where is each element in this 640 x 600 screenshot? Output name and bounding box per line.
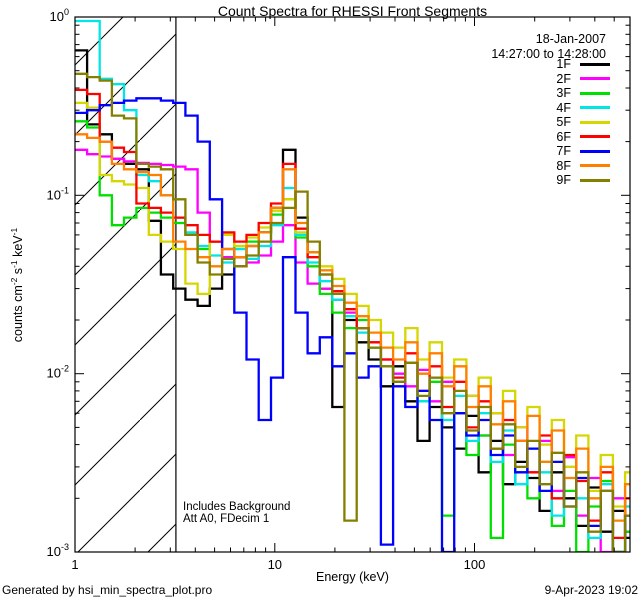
legend-entry-4F: 4F xyxy=(556,101,610,116)
legend: 1F 2F 3F 4F 5F 6F 7F 8F 9F xyxy=(556,57,610,188)
legend-color-line xyxy=(580,149,610,153)
legend-label: 4F xyxy=(556,100,571,115)
observation-header: 18-Jan-2007 14:27:00 to 14:28:00 xyxy=(491,32,606,61)
legend-entry-8F: 8F xyxy=(556,159,610,174)
footer-generator: Generated by hsi_min_spectra_plot.pro xyxy=(2,583,213,597)
observation-time-range: 14:27:00 to 14:28:00 xyxy=(491,46,606,61)
observation-date: 18-Jan-2007 xyxy=(535,32,606,46)
y-tick-label: 10-1 xyxy=(47,185,69,202)
x-axis-title: Energy (keV) xyxy=(316,570,389,584)
y-tick-label: 10-2 xyxy=(47,364,69,381)
legend-label: 3F xyxy=(556,86,571,101)
legend-entry-3F: 3F xyxy=(556,86,610,101)
legend-color-line xyxy=(580,120,610,124)
legend-color-line xyxy=(580,135,610,139)
annotation-attenuator: Att A0, FDecim 1 xyxy=(183,513,270,525)
legend-color-line xyxy=(580,77,610,81)
series-9F xyxy=(75,72,630,552)
legend-color-line xyxy=(580,106,610,110)
y-tick-label: 100 xyxy=(50,7,69,24)
x-tick-label: 10 xyxy=(268,557,282,572)
legend-entry-5F: 5F xyxy=(556,115,610,130)
y-tick-label: 10-3 xyxy=(47,542,69,559)
y-axis-title: counts cm-2 s-1 keV-1 xyxy=(8,227,26,343)
footer-timestamp: 9-Apr-2023 19:02 xyxy=(544,583,638,597)
legend-entry-6F: 6F xyxy=(556,130,610,145)
legend-label: 6F xyxy=(556,129,571,144)
x-tick-label: 1 xyxy=(71,557,78,572)
legend-label: 5F xyxy=(556,115,571,130)
annotation-background: Includes Background xyxy=(183,501,291,513)
legend-label: 1F xyxy=(556,57,571,72)
legend-label: 2F xyxy=(556,71,571,86)
axes-box xyxy=(74,16,631,553)
legend-color-line xyxy=(580,178,610,182)
hatched-low-energy-region xyxy=(75,17,176,552)
legend-color-line xyxy=(580,62,610,66)
legend-label: 7F xyxy=(556,144,571,159)
legend-entry-2F: 2F xyxy=(556,72,610,87)
legend-color-line xyxy=(580,91,610,95)
legend-label: 9F xyxy=(556,173,571,188)
legend-color-line xyxy=(580,164,610,168)
page-title: Count Spectra for RHESSI Front Segments xyxy=(217,3,488,19)
legend-entry-7F: 7F xyxy=(556,144,610,159)
x-tick-label: 100 xyxy=(464,557,486,572)
legend-entry-1F: 1F xyxy=(556,57,610,72)
legend-label: 8F xyxy=(556,158,571,173)
spectra-series-group xyxy=(75,19,630,552)
axis-ticks xyxy=(74,16,630,553)
legend-entry-9F: 9F xyxy=(556,173,610,188)
